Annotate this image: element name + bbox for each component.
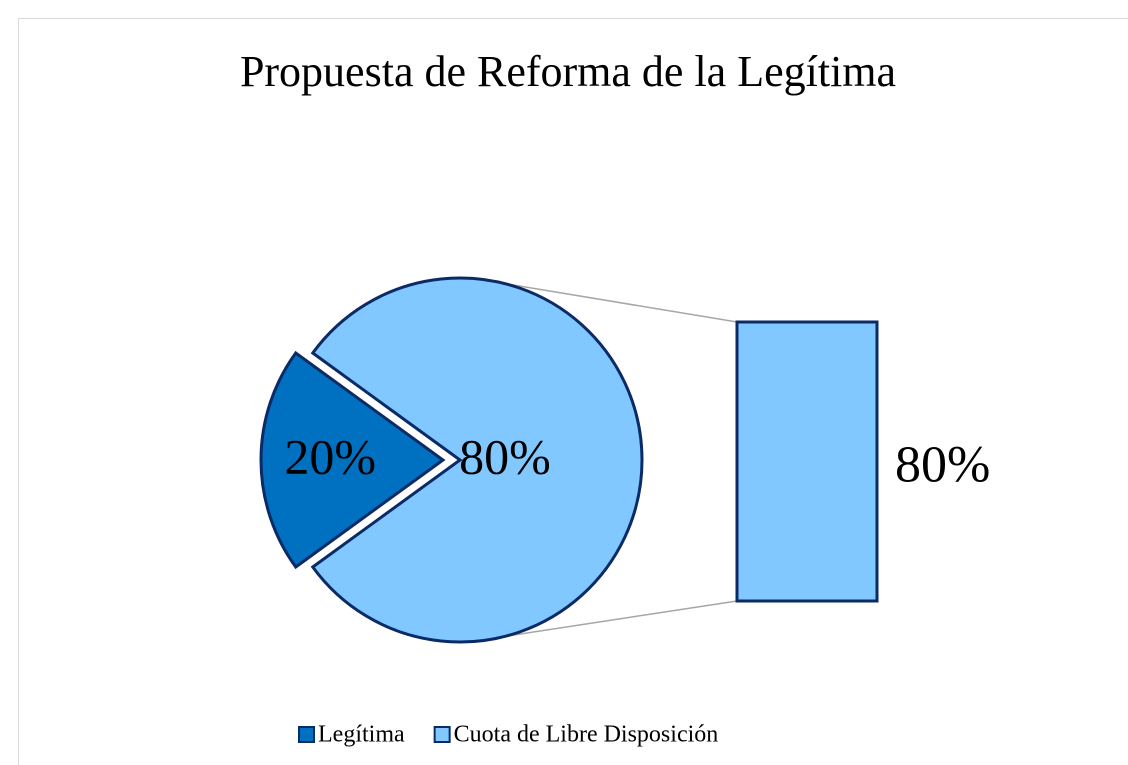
pie-slice bbox=[310, 276, 644, 644]
secondary-bar bbox=[735, 320, 879, 603]
chart-title: Propuesta de Reforma de la Legítima bbox=[240, 47, 896, 96]
pie-slice bbox=[259, 350, 446, 570]
data-label: 20% bbox=[284, 428, 376, 484]
legend-swatch bbox=[298, 726, 315, 743]
legend-label: Legítima bbox=[318, 722, 405, 748]
legend-swatch bbox=[433, 726, 451, 743]
data-label: 80% bbox=[459, 428, 551, 484]
connector-line bbox=[504, 600, 738, 638]
legend-label: Cuota de Libre Disposición bbox=[454, 722, 719, 748]
data-label: 80% bbox=[895, 436, 990, 493]
connector-line bbox=[504, 282, 738, 323]
